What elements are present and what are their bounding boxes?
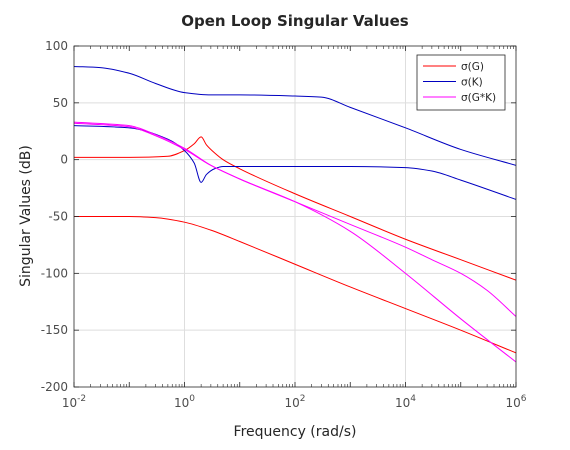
y-tick-label: 0: [60, 153, 68, 167]
y-tick-label: -50: [48, 210, 68, 224]
y-tick-label: -200: [41, 380, 68, 394]
y-axis-label: Singular Values (dB): [18, 145, 34, 287]
legend-label: σ(G*K): [461, 92, 496, 104]
chart-title: Open Loop Singular Values: [181, 12, 409, 30]
y-tick-label: 100: [45, 39, 68, 53]
y-tick-label: 50: [53, 96, 68, 110]
legend-label: σ(K): [461, 77, 483, 89]
y-tick-label: -150: [41, 323, 68, 337]
x-axis-label: Frequency (rad/s): [234, 424, 357, 440]
legend-label: σ(G): [461, 61, 484, 73]
legend: σ(G) σ(K) σ(G*K): [417, 55, 505, 110]
y-tick-label: -100: [41, 266, 68, 280]
